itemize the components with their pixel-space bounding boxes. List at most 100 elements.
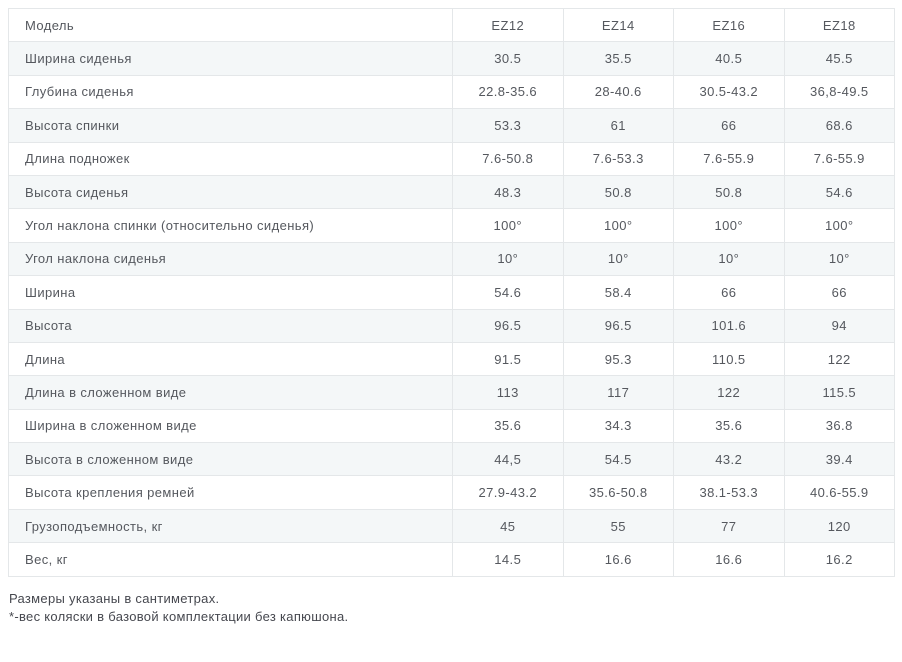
row-label: Длина: [8, 341, 453, 377]
cell-value: 100°: [452, 208, 564, 243]
table-row: Глубина сиденья 22.8-35.6 28-40.6 30.5-43.2…: [8, 74, 895, 110]
cell-value: 100°: [562, 208, 674, 243]
cell-value: 66: [673, 275, 785, 310]
cell-value: 16.2: [783, 542, 895, 577]
cell-value: 36,8-49.5: [783, 74, 895, 110]
row-label: Высота сиденья: [8, 174, 453, 210]
row-label: Высота спинки: [8, 108, 453, 143]
row-label: Высота крепления ремней: [8, 475, 453, 510]
column-header: EZ14: [562, 7, 674, 43]
cell-value: 100°: [673, 208, 785, 243]
cell-value: 16.6: [562, 542, 674, 577]
cell-value: 22.8-35.6: [452, 74, 564, 110]
cell-value: 66: [783, 275, 895, 310]
row-label: Высота: [8, 308, 453, 343]
cell-value: 7.6-53.3: [562, 141, 674, 176]
row-label: Глубина сиденья: [8, 74, 453, 110]
row-label: Угол наклона сиденья: [8, 241, 453, 277]
row-label: Вес, кг: [8, 542, 453, 577]
cell-value: 77: [673, 508, 785, 544]
cell-value: 27.9-43.2: [452, 475, 564, 510]
column-header: EZ18: [783, 7, 895, 43]
cell-value: 43.2: [673, 442, 785, 477]
footnote-units: Размеры указаны в сантиметрах.: [9, 590, 220, 606]
cell-value: 117: [562, 375, 674, 410]
cell-value: 45.5: [783, 41, 895, 76]
table-row: Длина в сложенном виде 113 117 122 115.5: [8, 375, 895, 410]
cell-value: 54.5: [562, 442, 674, 477]
table-row: Грузоподъемность, кг 45 55 77 120: [8, 508, 895, 544]
table-row: Длина 91.5 95.3 110.5 122: [8, 341, 895, 377]
cell-value: 68.6: [783, 108, 895, 143]
table-row: Ширина 54.6 58.4 66 66: [8, 275, 895, 310]
column-header: EZ12: [452, 7, 564, 43]
cell-value: 54.6: [452, 275, 564, 310]
cell-value: 35.6: [673, 408, 785, 444]
table-row: Вес, кг 14.5 16.6 16.6 16.2: [8, 542, 895, 577]
spec-table: Модель EZ12 EZ14 EZ16 EZ18 Ширина сиденья 30.…: [8, 7, 895, 577]
footnote-weight: *-вес коляски в базовой комплектации без…: [9, 609, 349, 625]
cell-value: 10°: [452, 241, 564, 277]
cell-value: 34.3: [562, 408, 674, 444]
spec-table-body: Ширина сиденья 30.5 35.5 40.5 45.5 Глубина си…: [8, 41, 895, 577]
table-row: Высота в сложенном виде 44,5 54.5 43.2 39.4: [8, 442, 895, 477]
cell-value: 115.5: [783, 375, 895, 410]
cell-value: 40.6-55.9: [783, 475, 895, 510]
cell-value: 14.5: [452, 542, 564, 577]
row-label: Высота в сложенном виде: [8, 442, 453, 477]
table-row: Ширина сиденья 30.5 35.5 40.5 45.5: [8, 41, 895, 76]
cell-value: 10°: [562, 241, 674, 277]
cell-value: 35.6: [452, 408, 564, 444]
cell-value: 16.6: [673, 542, 785, 577]
table-header-row: Модель EZ12 EZ14 EZ16 EZ18: [8, 7, 895, 43]
cell-value: 122: [673, 375, 785, 410]
cell-value: 96.5: [562, 308, 674, 343]
row-label: Ширина: [8, 275, 453, 310]
cell-value: 7.6-55.9: [673, 141, 785, 176]
cell-value: 30.5: [452, 41, 564, 76]
cell-value: 58.4: [562, 275, 674, 310]
table-row: Высота крепления ремней 27.9-43.2 35.6-50.…: [8, 475, 895, 510]
cell-value: 10°: [673, 241, 785, 277]
row-label: Ширина в сложенном виде: [8, 408, 453, 444]
footnotes: Размеры указаны в сантиметрах. *-вес кол…: [9, 590, 894, 628]
cell-value: 110.5: [673, 341, 785, 377]
cell-value: 91.5: [452, 341, 564, 377]
cell-value: 44,5: [452, 442, 564, 477]
row-label: Ширина сиденья: [8, 41, 453, 76]
row-label: Длина подножек: [8, 141, 453, 176]
cell-value: 28-40.6: [562, 74, 674, 110]
cell-value: 101.6: [673, 308, 785, 343]
table-row: Угол наклона сиденья 10° 10° 10° 10°: [8, 241, 895, 277]
cell-value: 113: [452, 375, 564, 410]
cell-value: 35.6-50.8: [562, 475, 674, 510]
table-row: Длина подножек 7.6-50.8 7.6-53.3 7.6-55.9 7.…: [8, 141, 895, 176]
table-row: Ширина в сложенном виде 35.6 34.3 35.6 36.8: [8, 408, 895, 444]
cell-value: 7.6-55.9: [783, 141, 895, 176]
cell-value: 95.3: [562, 341, 674, 377]
table-row: Высота спинки 53.3 61 66 68.6: [8, 108, 895, 143]
spec-table-head: Модель EZ12 EZ14 EZ16 EZ18: [8, 7, 895, 43]
cell-value: 7.6-50.8: [452, 141, 564, 176]
table-row: Высота 96.5 96.5 101.6 94: [8, 308, 895, 343]
cell-value: 39.4: [783, 442, 895, 477]
cell-value: 40.5: [673, 41, 785, 76]
column-header: EZ16: [673, 7, 785, 43]
cell-value: 55: [562, 508, 674, 544]
cell-value: 48.3: [452, 174, 564, 210]
row-label: Грузоподъемность, кг: [8, 508, 453, 544]
header-model-label: Модель: [8, 7, 453, 43]
cell-value: 61: [562, 108, 674, 143]
cell-value: 66: [673, 108, 785, 143]
cell-value: 45: [452, 508, 564, 544]
row-label: Угол наклона спинки (относительно сидень…: [8, 208, 453, 243]
cell-value: 94: [783, 308, 895, 343]
cell-value: 120: [783, 508, 895, 544]
cell-value: 54.6: [783, 174, 895, 210]
cell-value: 50.8: [673, 174, 785, 210]
cell-value: 122: [783, 341, 895, 377]
table-row: Высота сиденья 48.3 50.8 50.8 54.6: [8, 174, 895, 210]
cell-value: 96.5: [452, 308, 564, 343]
table-row: Угол наклона спинки (относительно сидень…: [8, 208, 895, 243]
